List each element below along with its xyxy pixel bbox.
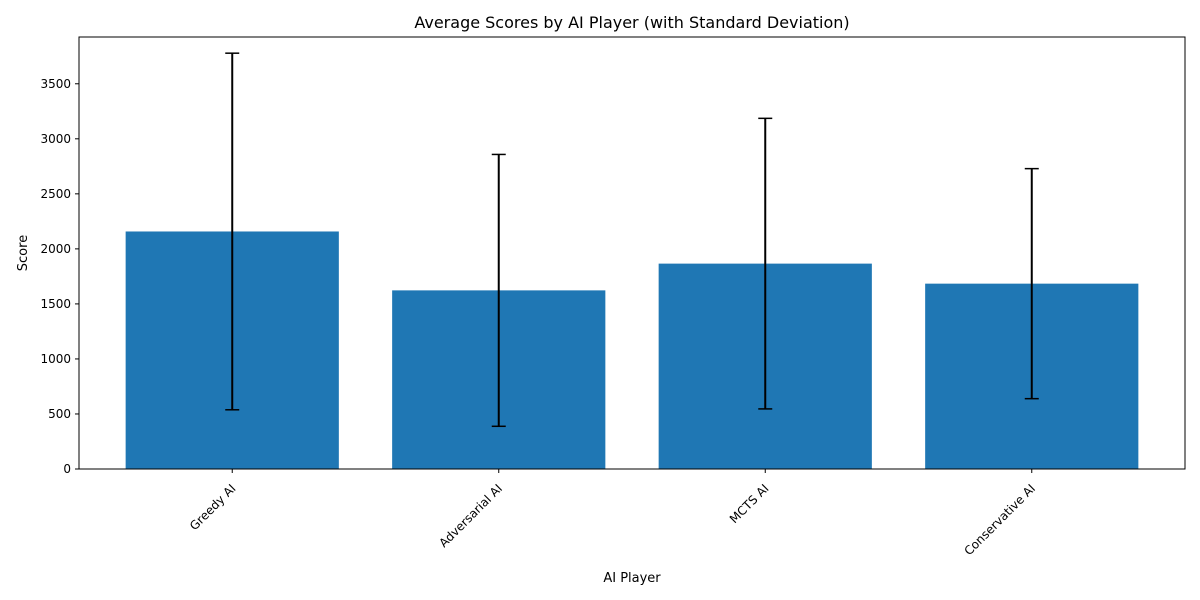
plot-frame — [78, 36, 1186, 470]
y-tick-label: 1500 — [40, 297, 71, 311]
y-tick-label: 500 — [48, 407, 71, 421]
x-tick-label: Greedy AI — [187, 481, 239, 533]
x-axis-label: AI Player — [603, 571, 661, 586]
x-tick-label: Conservative AI — [961, 481, 1038, 558]
y-tick-label: 2000 — [40, 242, 71, 256]
chart-title: Average Scores by AI Player (with Standa… — [414, 13, 849, 32]
y-axis-label: Score — [16, 235, 31, 271]
y-tick-label: 0 — [63, 462, 71, 476]
x-tick-label: MCTS AI — [727, 481, 772, 526]
y-tick-label: 3000 — [40, 132, 71, 146]
y-tick-label: 2500 — [40, 187, 71, 201]
y-tick-label: 1000 — [40, 352, 71, 366]
x-tick-label: Adversarial AI — [436, 481, 505, 550]
y-tick-label: 3500 — [40, 77, 71, 91]
